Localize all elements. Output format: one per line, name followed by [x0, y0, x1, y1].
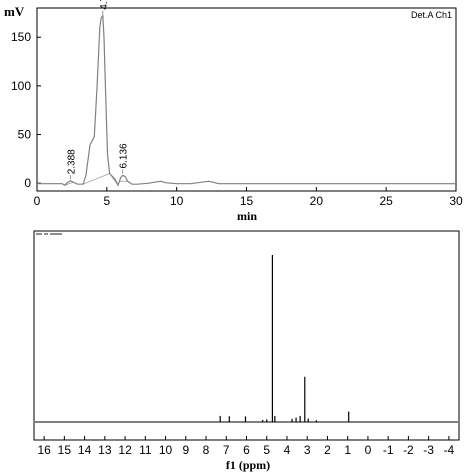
nmr-spectrum-chart: f1 (ppm) 16 15 14 13 12 11 10 9 8 7 6 5 4 3 2 1 0 -1 -2 -3-…: [33, 230, 460, 472]
peak-retention-label: 4.712: [99, 0, 110, 10]
chromatogram-x-tick-label: 20: [310, 194, 324, 208]
nmr-series: [35, 254, 458, 423]
chromatogram-series: [37, 14, 456, 187]
nmr-x-tick-label: 1: [344, 443, 351, 457]
nmr-x-tick-label: 8: [203, 443, 210, 457]
nmr-x-tick-label: -1: [383, 443, 394, 457]
nmr-x-tick-label: -3: [423, 443, 434, 457]
nmr-x-tick-label: 14: [78, 443, 92, 457]
nmr-x-tick-label: -4: [444, 443, 455, 457]
peak-retention-label: 2.388: [66, 149, 77, 174]
nmr-x-tick-label: 2: [324, 443, 331, 457]
nmr-plot-frame: [33, 230, 460, 441]
chromatogram-x-tick-label: 5: [103, 194, 110, 208]
chromatogram-x-axis-label: min: [237, 209, 257, 223]
nmr-x-axis-label: f1 (ppm): [226, 458, 270, 472]
nmr-x-tick-label: 15: [58, 443, 72, 457]
chromatogram-y-tick-label: 100: [11, 79, 31, 93]
chromatogram-x-tick-label: 15: [240, 194, 254, 208]
chromatogram-y-tick-label: 150: [11, 30, 31, 44]
chromatogram-x-tick-label: 25: [379, 194, 393, 208]
peak-retention-label: 6.136: [119, 143, 130, 168]
nmr-x-tick-label: 16: [37, 443, 51, 457]
chromatogram-trace: [37, 14, 456, 187]
chromatogram-x-tick-label: 10: [170, 194, 184, 208]
integration-baseline: [82, 173, 110, 185]
chromatogram-ticks: 0 5 10 15 20 25 30 0 50 100 150: [11, 30, 463, 208]
chromatogram-y-axis-label: mV: [4, 4, 25, 19]
nmr-x-tick-label: 0: [365, 443, 372, 457]
integration-baseline: [64, 181, 74, 186]
chromatogram-y-tick-label: 50: [18, 128, 32, 142]
nmr-x-tick-label: 7: [223, 443, 230, 457]
nmr-x-tick-label: 11: [139, 443, 152, 457]
nmr-x-tick-label: 6: [243, 443, 250, 457]
nmr-x-tick-label: 9: [182, 443, 189, 457]
nmr-x-tick-label: 4: [284, 443, 291, 457]
chromatogram-peak-labels: 2.388 4.712 6.136: [66, 0, 130, 180]
nmr-x-tick-label: 5: [263, 443, 270, 457]
chromatogram-y-tick-label: 0: [24, 176, 31, 190]
nmr-ticks: 16 15 14 13 12 11 10 9 8 7 6 5 4 3 2 1 0 -1 -2 -3 -4: [37, 436, 455, 457]
nmr-x-tick-label: -2: [403, 443, 414, 457]
nmr-x-tick-label: 12: [118, 443, 132, 457]
nmr-x-tick-label: 3: [304, 443, 311, 457]
chromatogram-x-tick-label: 0: [34, 194, 41, 208]
chromatogram-x-tick-label: 30: [449, 194, 463, 208]
detector-channel-label: Det.A Ch1: [411, 10, 452, 20]
chromatogram-chart: mV min Det.A Ch1 0 5 10 15 20 25 30 0 50 100 150 2…: [4, 0, 463, 223]
nmr-x-tick-label: 13: [98, 443, 112, 457]
nmr-x-tick-label: 10: [159, 443, 173, 457]
